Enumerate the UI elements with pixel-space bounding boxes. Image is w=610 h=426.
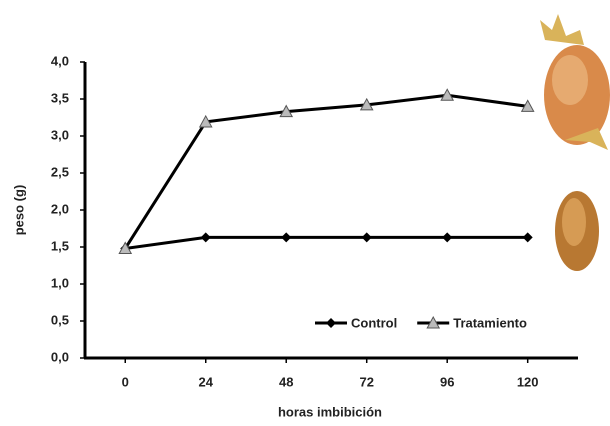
legend-marker bbox=[326, 318, 336, 328]
series-line bbox=[125, 95, 527, 248]
seed-highlight bbox=[562, 198, 586, 246]
x-tick-label: 120 bbox=[517, 374, 539, 389]
y-tick-label: 2,5 bbox=[51, 164, 69, 179]
y-tick-label: 1,5 bbox=[51, 238, 69, 253]
y-tick-label: 4,0 bbox=[51, 53, 69, 68]
x-tick-label: 24 bbox=[199, 374, 214, 389]
marker-diamond bbox=[281, 232, 291, 242]
marker-diamond bbox=[201, 232, 211, 242]
y-tick-label: 3,0 bbox=[51, 127, 69, 142]
chart: horas imbibición peso (g) 0,0 0,5 1,0 1,5 2,… bbox=[0, 0, 610, 426]
y-axis-label: peso (g) bbox=[11, 185, 26, 236]
y-tick-label: 3,5 bbox=[51, 90, 69, 105]
legend-label: Tratamiento bbox=[453, 315, 527, 330]
y-tick-label: 0,0 bbox=[51, 349, 69, 364]
marker-diamond bbox=[362, 232, 372, 242]
x-tick-label: 0 bbox=[122, 374, 129, 389]
y-tick-label: 1,0 bbox=[51, 275, 69, 290]
y-tick-label: 0,5 bbox=[51, 312, 69, 327]
seed-highlight bbox=[552, 55, 588, 105]
seed-large bbox=[540, 14, 610, 150]
seed-coat bbox=[540, 14, 584, 45]
x-tick-label: 48 bbox=[279, 374, 293, 389]
x-axis-label: horas imbibición bbox=[278, 404, 382, 419]
marker-diamond bbox=[523, 232, 533, 242]
x-tick-label: 72 bbox=[359, 374, 373, 389]
x-tick-label: 96 bbox=[440, 374, 454, 389]
series-line bbox=[125, 237, 527, 248]
legend-label: Control bbox=[351, 315, 397, 330]
seed-small bbox=[555, 191, 599, 271]
y-tick-label: 2,0 bbox=[51, 201, 69, 216]
marker-diamond bbox=[442, 232, 452, 242]
